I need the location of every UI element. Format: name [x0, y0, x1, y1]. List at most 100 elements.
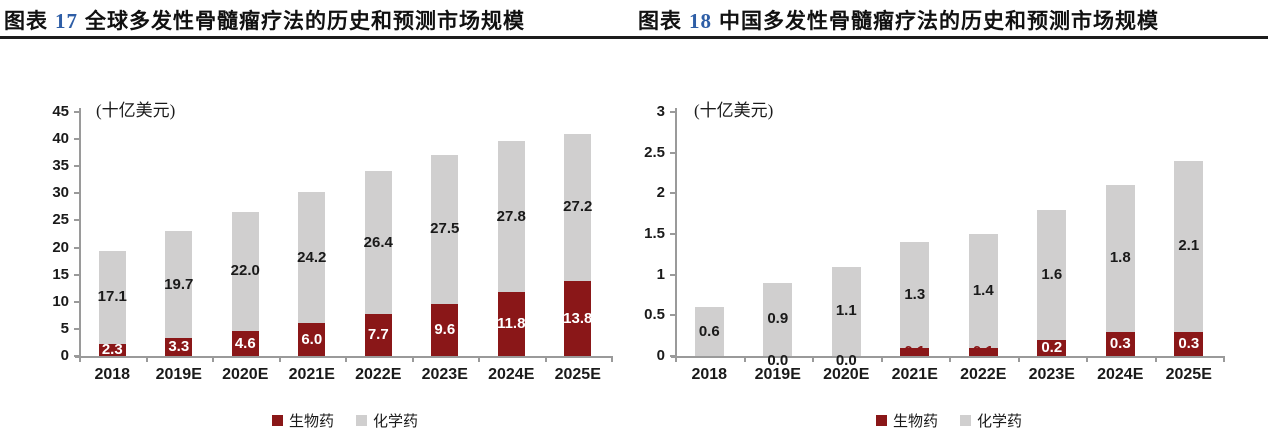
y-axis-tick-label: 20	[52, 238, 69, 256]
x-axis-category-label: 2019E	[155, 366, 202, 383]
legend-swatch-biologics	[875, 414, 887, 426]
x-axis-tick	[478, 356, 480, 362]
bar-value-label-chemical: 17.1	[97, 288, 127, 306]
y-axis-tick	[74, 246, 79, 249]
bar-value-label-biologics: 9.6	[434, 320, 456, 338]
bar-value-label-biologics: 7.7	[367, 326, 389, 344]
figure-18-heading-number: 18	[689, 9, 712, 33]
x-axis-tick	[145, 356, 148, 362]
bar-segment-chemical	[497, 141, 525, 292]
bar-value-label-chemical: 1.3	[904, 286, 926, 303]
legend-swatch-chemical	[356, 414, 367, 426]
legend-item-biologics: 生物药	[271, 410, 334, 431]
bar-segment-biologics	[431, 303, 459, 356]
bar-segment-chemical	[564, 133, 592, 282]
x-axis-tick	[611, 356, 613, 362]
bar-segment-chemical	[98, 250, 126, 344]
y-axis-tick	[74, 111, 79, 113]
bar-value-label-chemical: 2.1	[1178, 237, 1200, 255]
y-axis-tick	[670, 273, 675, 276]
legend-item-chemical: 化学药	[356, 410, 418, 431]
bar-segment-chemical	[364, 171, 392, 315]
bar-segment-chemical	[1037, 209, 1067, 340]
bar-segment-chemical	[298, 192, 326, 324]
x-axis-tick	[1154, 356, 1157, 362]
y-axis-line	[79, 108, 81, 356]
bar-value-label-biologics: 0.1	[972, 342, 994, 360]
x-axis-category-label: 2020E	[222, 366, 269, 383]
y-axis-unit-label: (十亿美元)	[96, 101, 176, 120]
y-axis-tick	[670, 111, 675, 113]
figure-17-heading-text: 全球多发性骨髓瘤疗法的历史和预测市场规模	[85, 9, 525, 33]
x-axis-category-label: 2022E	[355, 366, 402, 383]
x-axis-tick	[544, 356, 547, 362]
x-axis-tick	[812, 356, 814, 362]
y-axis-tick-label: 25	[52, 211, 69, 229]
figure-18-heading-text: 中国多发性骨髓瘤疗法的历史和预测市场规模	[719, 9, 1159, 33]
bar-segment-biologics	[497, 292, 525, 356]
y-axis-tick-label: 3	[656, 103, 665, 120]
legend-item-chemical: 化学药	[960, 410, 1022, 431]
y-axis-tick-label: 5	[60, 319, 69, 337]
bar-value-label-chemical: 0.6	[698, 322, 720, 340]
y-axis-tick	[670, 355, 675, 357]
y-axis-tick	[74, 355, 79, 357]
bar-value-label-chemical: 1.1	[835, 302, 857, 320]
bar-value-label-biologics: 4.6	[234, 334, 256, 352]
bar-value-label-biologics: 2.3	[101, 340, 123, 358]
x-axis-category-label: 2021E	[891, 366, 938, 383]
global-myeloma-market-chart: (十亿美元) 0 5 10 15 20 25 30 35 40 45 17.1 2.3 2018 19.7 3…	[52, 101, 613, 431]
bar-value-label-biologics: 0.3	[1178, 334, 1200, 352]
bar-value-label-biologics: 0.0	[767, 352, 789, 369]
x-axis-category-label: 2020E	[823, 366, 870, 383]
figure-17-heading: 图表 17 全球多发性骨髓瘤疗法的历史和预测市场规模	[4, 5, 525, 35]
y-axis-tick-label: 2	[656, 184, 665, 202]
y-axis-tick-label: 0.5	[644, 306, 665, 324]
y-axis-tick-label: 0	[656, 347, 665, 364]
bar-segment-chemical	[431, 154, 459, 304]
x-axis-category-label: 2025E	[554, 366, 601, 383]
heading-divider-rule	[0, 36, 1268, 39]
bar-segment-chemical	[900, 242, 930, 348]
y-axis-tick-label: 45	[52, 103, 69, 120]
bar-value-label-biologics: 11.8	[497, 315, 526, 332]
x-axis-category-label: 2018	[691, 366, 728, 383]
bar-segment-biologics	[564, 281, 592, 356]
bar-segment-biologics	[165, 338, 193, 356]
x-axis-category-label: 2023E	[421, 366, 468, 383]
bar-value-label-chemical: 24.2	[297, 248, 327, 266]
x-axis-tick	[212, 356, 214, 362]
bar-segment-chemical	[231, 211, 259, 332]
x-axis-tick	[79, 356, 81, 362]
figure-17-heading-number: 17	[55, 9, 78, 33]
x-axis-tick	[1086, 356, 1088, 362]
figure-17-heading-prefix: 图表	[4, 9, 48, 33]
china-myeloma-market-chart: (十亿美元) 0 0.5 1 1.5 2 2.5 3 0.6 2018 0.9 0.0 2019E 1.1…	[634, 0, 1268, 446]
figure-18-heading-prefix: 图表	[638, 9, 682, 33]
bar-value-label-biologics: 13.8	[563, 309, 593, 327]
y-axis-tick	[74, 219, 79, 222]
y-axis-tick	[670, 192, 675, 195]
bar-segment-chemical	[968, 234, 998, 348]
y-axis-tick	[74, 327, 79, 330]
x-axis-tick	[278, 356, 281, 362]
legend-swatch-biologics	[271, 414, 283, 426]
x-axis-line	[75, 356, 613, 358]
legend-swatch-chemical	[960, 414, 971, 426]
bar-value-label-biologics: 6.0	[301, 330, 323, 348]
bar-segment-chemical	[1105, 185, 1135, 332]
bar-value-label-chemical: 27.8	[496, 207, 526, 225]
bar-segment-biologics	[1174, 331, 1204, 356]
y-axis-line	[675, 108, 677, 356]
legend-label-chemical: 化学药	[373, 413, 419, 430]
legend-label-biologics: 生物药	[892, 413, 938, 430]
x-axis-tick	[345, 356, 347, 362]
bar-value-label-biologics: 0.0	[835, 352, 857, 369]
y-axis-tick-label: 10	[52, 292, 69, 310]
y-axis-tick-label: 40	[52, 130, 69, 148]
bar-segment-chemical	[763, 282, 793, 356]
bar-value-label-biologics: 0.2	[1041, 338, 1063, 356]
legend-label-biologics: 生物药	[288, 413, 334, 430]
y-axis-tick-label: 1	[656, 265, 665, 283]
bar-segment-biologics	[900, 347, 930, 356]
